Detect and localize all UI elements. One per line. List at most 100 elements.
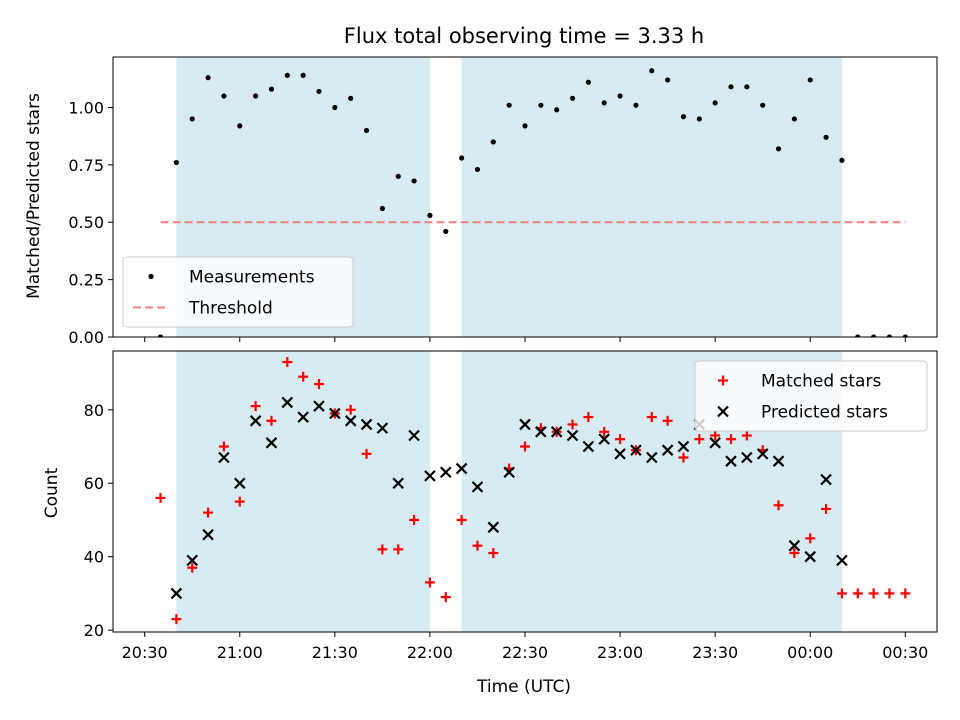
measurement-point [332, 104, 338, 111]
y-tick-label: 0.75 [68, 156, 104, 175]
matched-point [409, 514, 420, 525]
matched-point [662, 415, 673, 426]
predicted-point [439, 466, 452, 478]
measurement-point [506, 102, 512, 108]
matched-point [250, 401, 261, 412]
data-points [157, 68, 908, 337]
legend-box [122, 256, 354, 328]
measurement-point [665, 77, 671, 83]
measurement-point [443, 228, 449, 235]
chart-title: Flux total observing time = 3.33 h [344, 24, 704, 48]
matched-point [266, 415, 277, 426]
predicted-point [630, 444, 642, 456]
x-tick-label: 20:30 [122, 643, 168, 662]
x-tick-label: 23:30 [692, 643, 738, 662]
matched-point [424, 577, 435, 588]
measurement-point [744, 84, 750, 90]
observing-span [176, 351, 430, 632]
measurement-point [459, 155, 465, 161]
predicted-point [281, 396, 294, 409]
predicted-point [408, 429, 420, 442]
legend: Matched stars Predicted stars [694, 360, 928, 432]
y-tick-label: 80 [84, 401, 104, 420]
predicted-point [519, 418, 531, 431]
matched-point [155, 492, 166, 503]
measurement-point [538, 102, 544, 108]
predicted-point [297, 411, 309, 423]
predicted-point [772, 455, 785, 467]
legend-marker [717, 405, 729, 418]
matched-point [646, 412, 657, 423]
measurement-point [300, 72, 306, 78]
matched-point [567, 419, 578, 430]
predicted-point [360, 418, 373, 431]
y-tick-label: 1.00 [68, 98, 104, 117]
legend-box [694, 360, 928, 432]
matched-point [741, 430, 752, 441]
measurement-point [395, 173, 401, 179]
measurement-point [807, 77, 813, 83]
y-tick-label: 20 [84, 621, 104, 640]
measurement-point [633, 102, 639, 108]
measurement-point [728, 84, 734, 90]
matched-point [710, 430, 721, 441]
measurement-point [173, 159, 179, 166]
predicted-point [598, 433, 611, 445]
matched-point [345, 404, 356, 415]
predicted-point [756, 448, 769, 460]
predicted-point [233, 477, 246, 490]
measurement-point [522, 123, 528, 129]
y-tick-label: 0.00 [68, 328, 104, 347]
panel-count: 20 40 60 80 20:30 21:00 21:30 22:00 22:30 23:00 23… [84, 350, 938, 662]
measurement-point [411, 178, 417, 184]
matched-point [599, 426, 610, 437]
matched-point [187, 562, 198, 573]
measurement-point [760, 102, 766, 108]
predicted-point [788, 539, 801, 552]
legend-label: Threshold [188, 299, 273, 319]
x-tick-label: 21:00 [217, 643, 263, 662]
matched-point [615, 434, 626, 445]
matched-point [456, 514, 467, 525]
measurement-point [855, 334, 861, 337]
matched-point [234, 496, 245, 507]
matched-point [203, 507, 214, 518]
predicted-point [471, 481, 484, 493]
matched-point [900, 588, 911, 599]
measurement-point [649, 68, 655, 74]
predicted-point [170, 587, 183, 600]
measurement-point [791, 116, 797, 122]
predicted-point [550, 426, 563, 438]
predicted-point [344, 415, 357, 427]
predicted-point [804, 550, 817, 563]
measurement-point [363, 127, 370, 134]
predicted-point [820, 473, 832, 486]
data-points [155, 357, 911, 625]
matched-point [488, 548, 499, 559]
predicted-point [329, 407, 341, 420]
predicted-point [582, 440, 595, 453]
x-tick-label: 00:30 [882, 643, 928, 662]
measurement-point [157, 334, 164, 337]
predicted-point [661, 444, 674, 456]
matched-point [868, 588, 879, 599]
y-axis-label-top: Matched/Predicted stars [24, 93, 44, 299]
matched-point [298, 371, 309, 382]
measurement-point [221, 93, 227, 99]
legend-marker [718, 375, 728, 386]
y-tick-label: 60 [84, 474, 104, 493]
measurement-point [823, 134, 829, 140]
matched-point [282, 357, 293, 368]
predicted-point [186, 554, 199, 567]
predicted-point [455, 462, 468, 475]
measurement-point [871, 334, 877, 337]
measurement-point [696, 116, 702, 122]
predicted-point [741, 451, 753, 464]
observing-span [461, 57, 842, 337]
x-axis-label: Time (UTC) [476, 677, 571, 697]
measurement-point [284, 72, 290, 78]
matched-point [583, 412, 594, 423]
matched-point [314, 379, 324, 390]
matched-point [377, 544, 388, 555]
predicted-point [677, 440, 690, 453]
